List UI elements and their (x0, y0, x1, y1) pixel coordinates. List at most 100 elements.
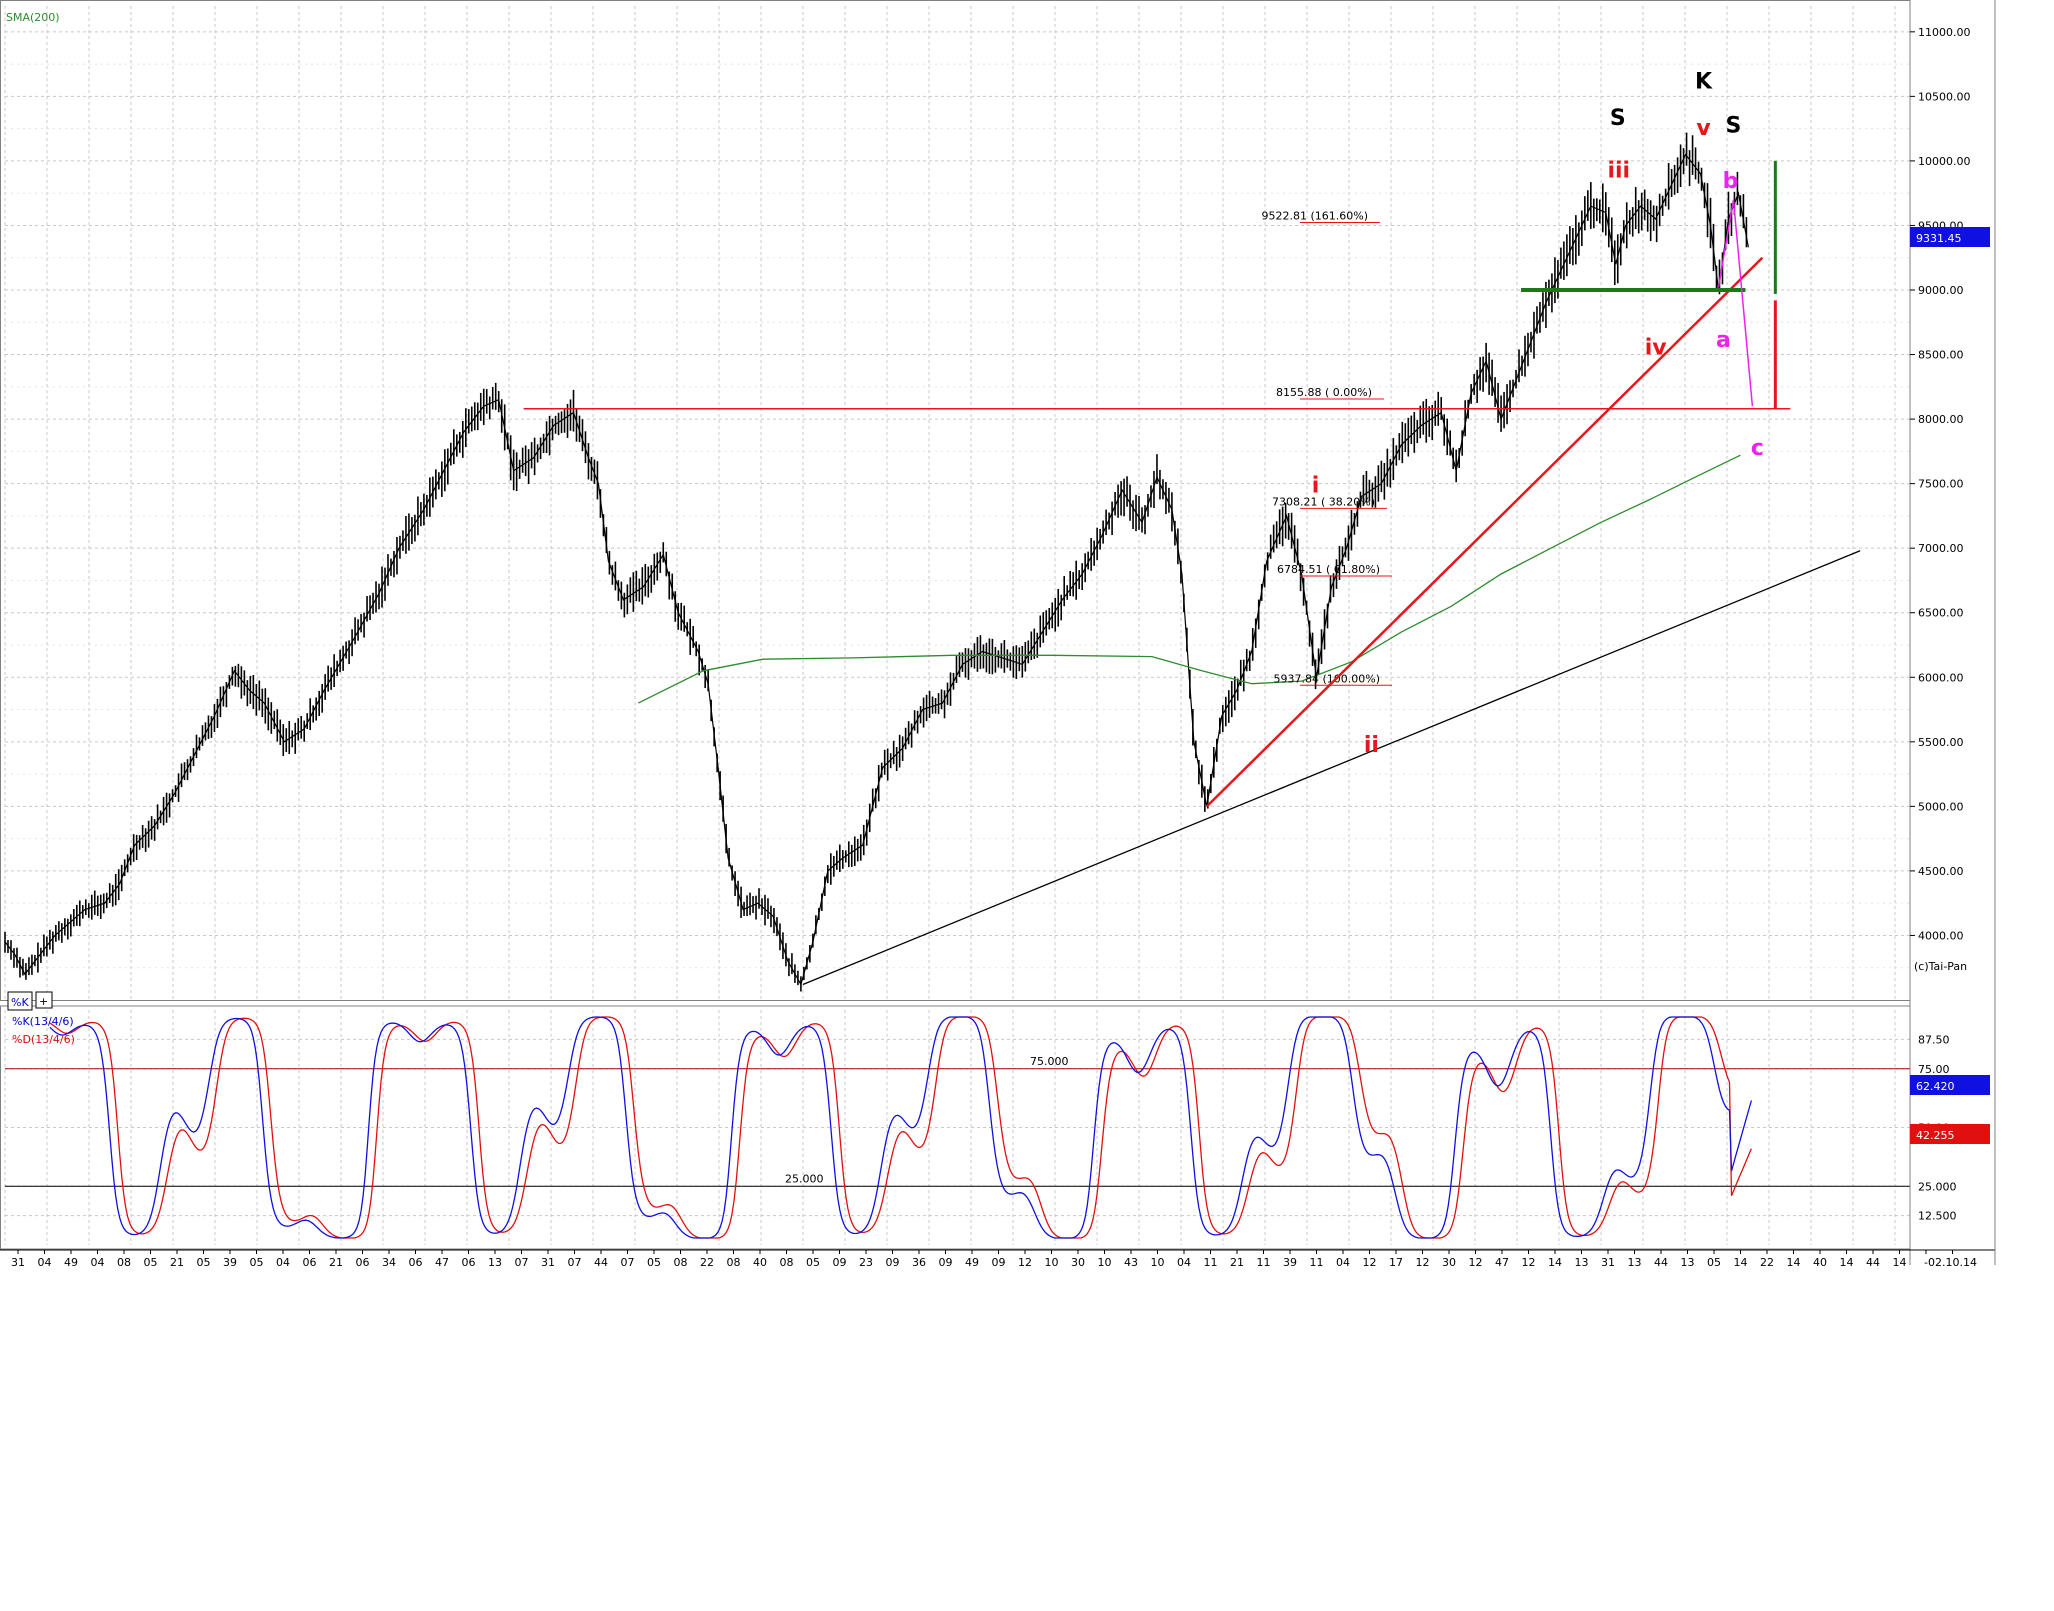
stochastic-y-tick-label: 75.00 (1918, 1063, 1950, 1076)
x-tick-label: 12 (1018, 1256, 1032, 1269)
price-y-tick-label: 10000.00 (1918, 155, 1971, 168)
x-tick-label: 10 (1151, 1256, 1165, 1269)
x-tick-label: 47 (435, 1256, 449, 1269)
x-tick-label: 13 (1575, 1256, 1589, 1269)
x-tick-label: 23 (859, 1256, 873, 1269)
stochastic-header: %K + %K(13/4/6) %D(13/4/6) (7, 991, 75, 1046)
plus-icon[interactable]: + (39, 995, 48, 1008)
price-y-tick-label: 5500.00 (1918, 736, 1964, 749)
x-tick-label: 09 (939, 1256, 953, 1269)
fib-level-label: 7308.21 ( 38.20%) (1272, 495, 1375, 508)
x-tick-label: 30 (1442, 1256, 1456, 1269)
price-y-tick-label: 8500.00 (1918, 349, 1964, 362)
x-tick-label: 40 (753, 1256, 767, 1269)
x-tick-label: 40 (1813, 1256, 1827, 1269)
x-tick-label: 06 (303, 1256, 317, 1269)
x-tick-label: 49 (64, 1256, 78, 1269)
price-y-tick-label: 11000.00 (1918, 26, 1971, 39)
x-tick-label: 05 (144, 1256, 158, 1269)
x-tick-label: 13 (488, 1256, 502, 1269)
x-tick-label: 11 (1257, 1256, 1271, 1269)
fib-level-label: 8155.88 ( 0.00%) (1276, 386, 1372, 399)
stochastic-panel: 75.000 25.000 (5, 1016, 1910, 1239)
x-tick-label: 13 (1628, 1256, 1642, 1269)
x-tick-label: 44 (594, 1256, 608, 1269)
d-series-label: %D(13/4/6) (12, 1033, 75, 1046)
stochastic-add-box[interactable] (35, 991, 53, 1009)
x-tick-label: 05 (806, 1256, 820, 1269)
x-tick-label: 12 (1522, 1256, 1536, 1269)
x-tick-label: 08 (780, 1256, 794, 1269)
k-value-badge: 62.420 (1910, 1075, 1990, 1095)
x-tick-label: 34 (382, 1256, 396, 1269)
x-tick-label: 07 (568, 1256, 582, 1269)
wave-label: b (1723, 169, 1739, 194)
x-tick-label: 49 (965, 1256, 979, 1269)
stochastic-y-tick-label: 87.50 (1918, 1033, 1950, 1046)
x-tick-label: 31 (541, 1256, 555, 1269)
x-tick-label: 22 (700, 1256, 714, 1269)
x-tick-label: 12 (1416, 1256, 1430, 1269)
indicator-label: SMA(200) (6, 11, 60, 24)
price-grid (4, 6, 1910, 1000)
price-y-tick-label: 7000.00 (1918, 542, 1964, 555)
stochastic-level-label: 75.000 (1030, 1055, 1069, 1068)
price-y-tick-label: 5000.00 (1918, 800, 1964, 813)
x-tick-label: 04 (1177, 1256, 1191, 1269)
x-tick-label: 02.10.14 (1928, 1256, 1977, 1269)
sma200-line (638, 454, 1741, 704)
x-tick-label: 14 (1734, 1256, 1748, 1269)
stochastic-d-line (49, 1016, 1752, 1239)
x-tick-label: 08 (727, 1256, 741, 1269)
stochastic-y-tick-label: 12.500 (1918, 1210, 1957, 1223)
x-tick-label: 44 (1654, 1256, 1668, 1269)
price-y-tick-label: 7500.00 (1918, 478, 1964, 491)
x-tick-label: 17 (1389, 1256, 1403, 1269)
wave-label: c (1751, 436, 1764, 461)
x-tick-label: 05 (647, 1256, 661, 1269)
trendline-red-up (1205, 256, 1764, 808)
price-y-tick-label: 4000.00 (1918, 929, 1964, 942)
x-tick-label: 21 (329, 1256, 343, 1269)
x-tick-label: 04 (38, 1256, 52, 1269)
x-tick-label: 04 (276, 1256, 290, 1269)
x-tick-label: 43 (1124, 1256, 1138, 1269)
price-panel: 9522.81 (161.60%) 8155.88 ( 0.00%) 7308.21… (4, 70, 1861, 992)
x-tick-label: 22 (1760, 1256, 1774, 1269)
d-value-badge: 42.255 (1910, 1124, 1990, 1144)
x-tick-label: 07 (621, 1256, 635, 1269)
wave-label: i (1312, 474, 1320, 499)
x-tick-label: 31 (1601, 1256, 1615, 1269)
wave-label: v (1696, 116, 1711, 141)
x-tick-label: 31 (11, 1256, 25, 1269)
stochastic-k-line (49, 1016, 1753, 1239)
stochastic-toggle-box[interactable] (7, 991, 33, 1011)
x-tick-label: 12 (1469, 1256, 1483, 1269)
fib-level-label: 6784.51 ( 61.80%) (1277, 563, 1380, 576)
x-tick-label: 30 (1071, 1256, 1085, 1269)
price-y-tick-label: 8000.00 (1918, 413, 1964, 426)
price-y-tick-label: 4500.00 (1918, 865, 1964, 878)
wave-label: a (1716, 328, 1731, 353)
x-tick-label: 06 (356, 1256, 370, 1269)
wave-label: K (1695, 70, 1713, 95)
x-tick-label: 12 (1363, 1256, 1377, 1269)
stochastic-toggle-glyph[interactable]: %K (11, 996, 29, 1009)
x-tick-label: 08 (674, 1256, 688, 1269)
x-tick-label: 05 (250, 1256, 264, 1269)
x-tick-label: 05 (197, 1256, 211, 1269)
wave-label: S (1726, 114, 1742, 139)
stochastic-level-label: 25.000 (785, 1172, 824, 1185)
x-tick-label: 06 (462, 1256, 476, 1269)
x-tick-label: 21 (1230, 1256, 1244, 1269)
price-y-tick-label: 6500.00 (1918, 607, 1964, 620)
stochastic-y-tick-label: 25.000 (1918, 1180, 1957, 1193)
x-tick-label: 39 (223, 1256, 237, 1269)
x-tick-label: 07 (515, 1256, 529, 1269)
x-tick-label: 04 (91, 1256, 105, 1269)
price-y-tick-label: 10500.00 (1918, 90, 1971, 103)
wave-label: S (1610, 106, 1626, 131)
price-y-tick-label: 9000.00 (1918, 284, 1964, 297)
